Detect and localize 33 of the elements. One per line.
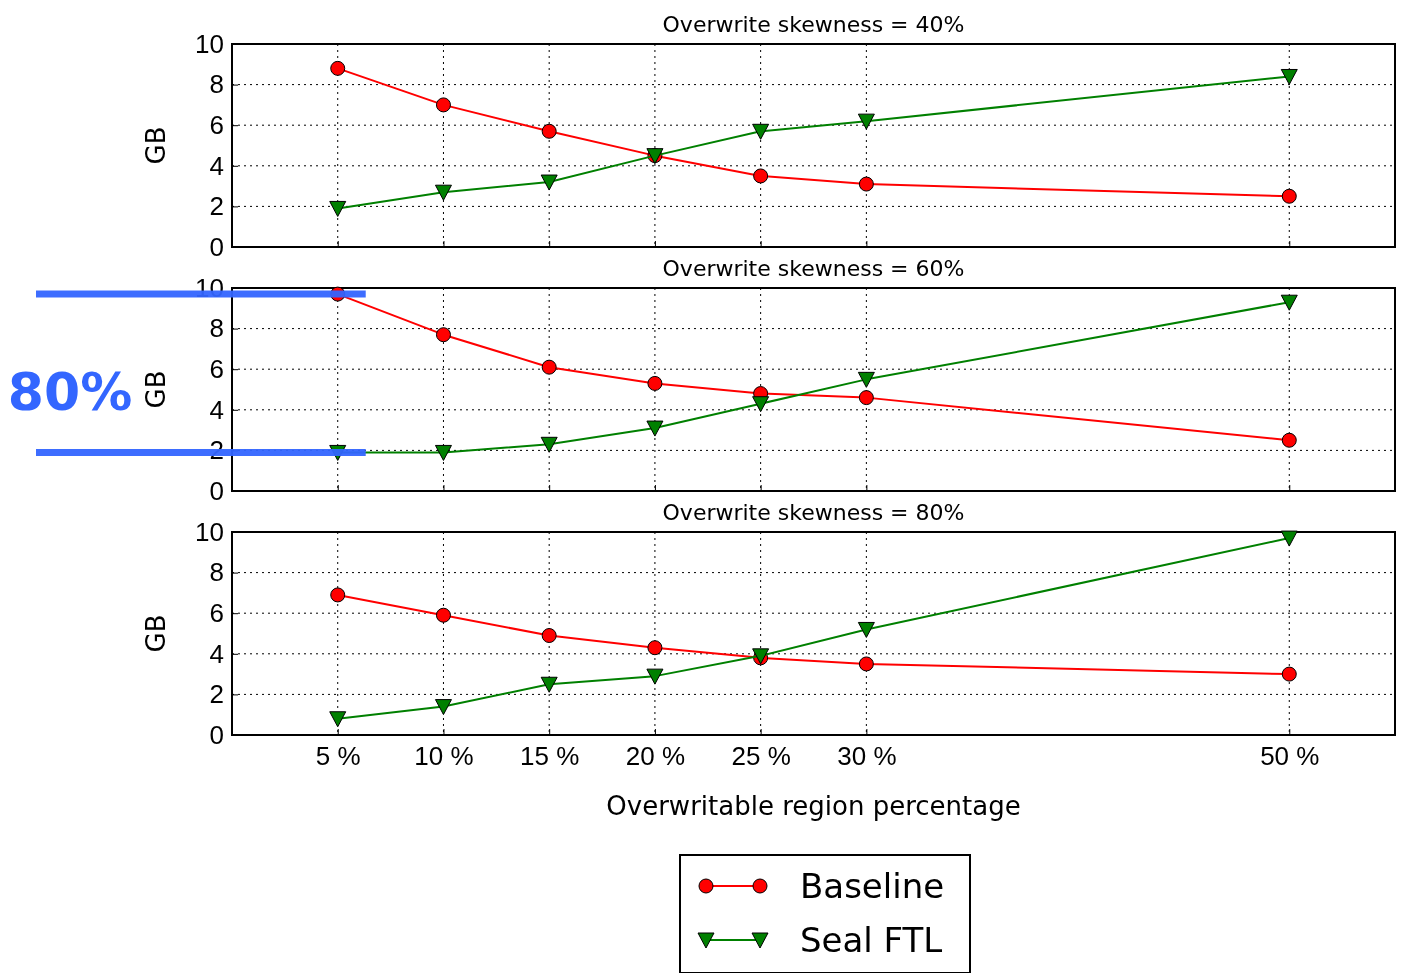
text: 80% [7,361,133,422]
y-tick-label: 6 [209,598,224,629]
x-tick-label: 50 % [1260,741,1320,772]
y-tick-label: 10 [195,516,224,547]
y-tick-label: 8 [209,313,224,344]
legend-label: Seal FTL [800,920,943,960]
x-tick-label: 5 % [315,741,361,772]
x-axis-title: Overwritable region percentage [606,791,1021,821]
y-tick-label: 4 [209,394,224,425]
legend-label: Baseline [800,866,945,906]
chart-title: Overwrite skewness = 40% [662,12,965,37]
y-tick-label: 4 [209,638,224,669]
x-tick-label: 10 % [414,741,474,772]
y-tick-label: 2 [209,191,224,222]
y-axis-title: GB [141,614,171,653]
y-tick-label: 6 [209,354,224,385]
y-tick-label: 6 [209,110,224,141]
x-tick-label: 30 % [837,741,897,772]
y-axis-title: GB [141,370,171,409]
y-tick-label: 0 [209,475,224,506]
chart-title: Overwrite skewness = 80% [662,500,965,525]
y-tick-label: 0 [209,231,224,262]
y-tick-label: 4 [209,150,224,181]
x-tick-label: 15 % [520,741,580,772]
y-axis-title: GB [141,126,171,165]
chart-title: Overwrite skewness = 60% [662,256,965,281]
y-tick-label: 0 [209,719,224,750]
y-tick-label: 8 [209,69,224,100]
y-tick-label: 10 [195,28,224,59]
y-tick-label: 2 [209,679,224,710]
x-tick-label: 25 % [731,741,791,772]
x-tick-label: 20 % [625,741,686,772]
y-tick-label: 8 [209,557,224,588]
